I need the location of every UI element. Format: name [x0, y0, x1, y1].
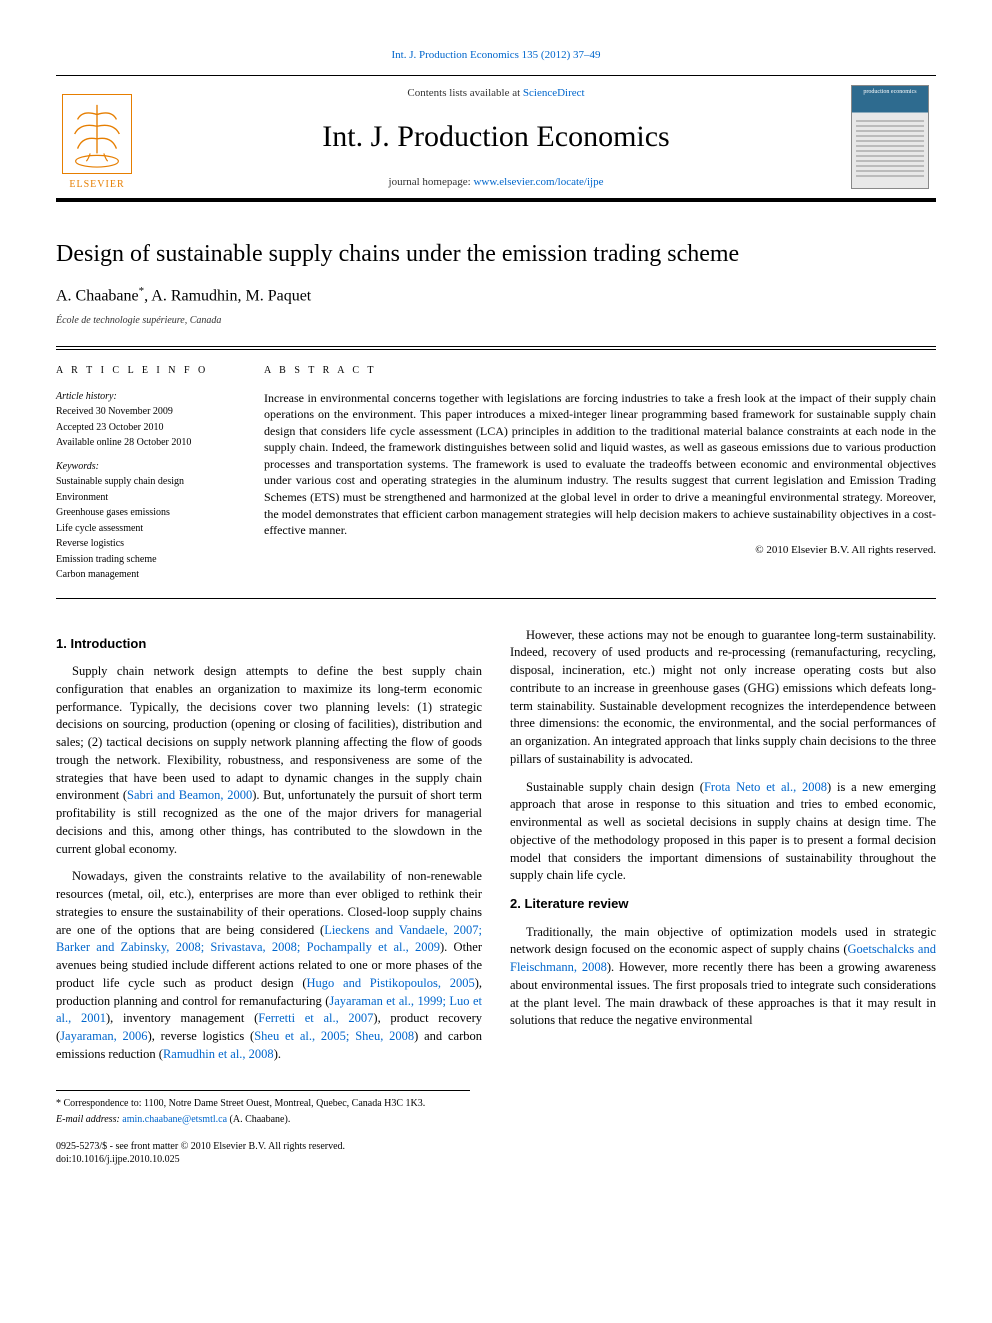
online-date: Available online 28 October 2010 [56, 436, 246, 450]
author-primary: A. Chaabane [56, 287, 139, 304]
footnotes: * Correspondence to: 1100, Notre Dame St… [56, 1090, 470, 1126]
paper-title: Design of sustainable supply chains unde… [56, 238, 936, 272]
bottom-bar: 0925-5273/$ - see front matter © 2010 El… [56, 1140, 936, 1166]
paragraph: However, these actions may not be enough… [510, 627, 936, 769]
citation-link[interactable]: Int. J. Production Economics 135 (2012) … [392, 49, 601, 61]
homepage-link[interactable]: www.elsevier.com/locate/ijpe [473, 176, 603, 188]
text: ), reverse logistics ( [148, 1029, 255, 1043]
email-link[interactable]: amin.chaabane@etsmtl.ca [122, 1114, 227, 1125]
reference-link[interactable]: Frota Neto et al., 2008 [704, 780, 827, 794]
reference-link[interactable]: Hugo and Pistikopoulos, 2005 [307, 976, 475, 990]
masthead-center: Contents lists available at ScienceDirec… [148, 76, 844, 198]
keyword: Greenhouse gases emissions [56, 506, 246, 520]
text: ). [274, 1047, 281, 1061]
keyword: Sustainable supply chain design [56, 475, 246, 489]
abstract-heading: A B S T R A C T [264, 364, 936, 378]
authors-rest: , A. Ramudhin, M. Paquet [144, 287, 311, 304]
reference-link[interactable]: Ferretti et al., 2007 [258, 1011, 373, 1025]
section-heading-lit: 2. Literature review [510, 895, 936, 913]
correspondence-footnote: * Correspondence to: 1100, Notre Dame St… [56, 1097, 470, 1110]
abstract-copyright: © 2010 Elsevier B.V. All rights reserved… [264, 543, 936, 558]
body-columns: 1. Introduction Supply chain network des… [56, 627, 936, 1064]
history-label: Article history: [56, 390, 246, 404]
cover-lines-icon [856, 120, 924, 184]
masthead: ELSEVIER Contents lists available at Sci… [56, 75, 936, 202]
affiliation: École de technologie supérieure, Canada [56, 314, 936, 328]
section-heading-intro: 1. Introduction [56, 635, 482, 653]
keyword: Life cycle assessment [56, 522, 246, 536]
paragraph: Nowadays, given the constraints relative… [56, 868, 482, 1063]
title-block: Design of sustainable supply chains unde… [56, 238, 936, 327]
received-date: Received 30 November 2009 [56, 405, 246, 419]
reference-link[interactable]: Jayaraman, 2006 [60, 1029, 147, 1043]
paragraph: Supply chain network design attempts to … [56, 663, 482, 858]
email-suffix: (A. Chaabane). [227, 1114, 290, 1125]
email-footnote: E-mail address: amin.chaabane@etsmtl.ca … [56, 1113, 470, 1126]
publisher-logo-slot: ELSEVIER [56, 76, 148, 198]
keyword: Emission trading scheme [56, 553, 246, 567]
email-label: E-mail address: [56, 1114, 122, 1125]
keyword: Carbon management [56, 568, 246, 582]
elsevier-logo: ELSEVIER [56, 82, 138, 192]
reference-link[interactable]: Ramudhin et al., 2008 [163, 1047, 274, 1061]
cover-thumb-slot: production economics [844, 76, 936, 198]
publisher-name: ELSEVIER [69, 178, 124, 192]
reference-link[interactable]: Sabri and Beamon, 2000 [127, 788, 252, 802]
running-head: Int. J. Production Economics 135 (2012) … [56, 48, 936, 63]
text: Sustainable supply chain design ( [526, 780, 704, 794]
journal-cover-thumbnail: production economics [851, 85, 929, 189]
keyword: Environment [56, 491, 246, 505]
article-info: A R T I C L E I N F O Article history: R… [56, 349, 264, 598]
journal-name: Int. J. Production Economics [156, 116, 836, 158]
text: ), inventory management ( [106, 1011, 258, 1025]
accepted-date: Accepted 23 October 2010 [56, 421, 246, 435]
meta-row: A R T I C L E I N F O Article history: R… [56, 346, 936, 599]
abstract-text: Increase in environmental concerns toget… [264, 390, 936, 539]
page: Int. J. Production Economics 135 (2012) … [0, 0, 992, 1214]
correspondence-text: Correspondence to: 1100, Notre Dame Stre… [61, 1098, 425, 1109]
homepage-line: journal homepage: www.elsevier.com/locat… [156, 175, 836, 190]
text: ) is a new emerging approach that arose … [510, 780, 936, 883]
front-matter-line: 0925-5273/$ - see front matter © 2010 El… [56, 1140, 936, 1153]
sciencedirect-link[interactable]: ScienceDirect [523, 87, 585, 99]
contents-line: Contents lists available at ScienceDirec… [156, 86, 836, 101]
elsevier-tree-icon [62, 94, 132, 174]
paragraph: Sustainable supply chain design (Frota N… [510, 779, 936, 886]
doi-line: doi:10.1016/j.ijpe.2010.10.025 [56, 1153, 936, 1166]
article-info-heading: A R T I C L E I N F O [56, 364, 246, 378]
contents-prefix: Contents lists available at [407, 87, 522, 99]
keyword: Reverse logistics [56, 537, 246, 551]
paragraph: Traditionally, the main objective of opt… [510, 924, 936, 1031]
text: Supply chain network design attempts to … [56, 664, 482, 802]
reference-link[interactable]: Sheu et al., 2005; Sheu, 2008 [254, 1029, 414, 1043]
homepage-prefix: journal homepage: [389, 176, 474, 188]
keywords-label: Keywords: [56, 460, 246, 474]
abstract-block: A B S T R A C T Increase in environmenta… [264, 349, 936, 598]
authors: A. Chaabane*, A. Ramudhin, M. Paquet [56, 284, 936, 308]
cover-title: production economics [855, 89, 925, 96]
